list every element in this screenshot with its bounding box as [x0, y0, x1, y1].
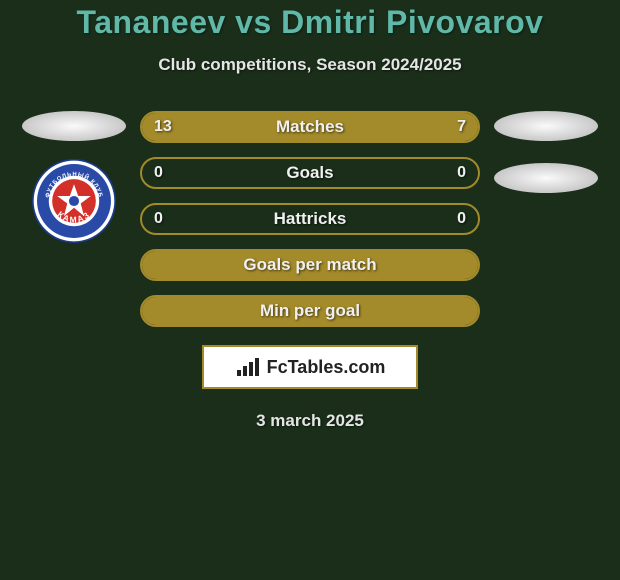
bars-icon [235, 356, 261, 378]
stat-row: 00Hattricks [140, 203, 480, 235]
stat-label: Goals [142, 159, 478, 187]
stat-row: Goals per match [140, 249, 480, 281]
left-column: ФУТБОЛЬНЫЙ КЛУБ КАМАЗ [18, 111, 130, 243]
player-left-placeholder [22, 111, 126, 141]
player-right-placeholder [494, 111, 598, 141]
comparison-card: Tananeev vs Dmitri Pivovarov Club compet… [0, 0, 620, 431]
stat-label: Matches [142, 113, 478, 141]
stat-label: Goals per match [142, 251, 478, 279]
stat-row: Min per goal [140, 295, 480, 327]
brand-box[interactable]: FcTables.com [202, 345, 418, 389]
stat-row: 137Matches [140, 111, 480, 143]
stat-label: Min per goal [142, 297, 478, 325]
date: 3 march 2025 [0, 411, 620, 431]
stat-row: 00Goals [140, 157, 480, 189]
stats-column: 137Matches 00Goals 00Hattricks Goals per ma… [140, 111, 480, 327]
main-area: ФУТБОЛЬНЫЙ КЛУБ КАМАЗ 137Matches 00Goals 0… [0, 111, 620, 327]
brand-text: FcTables.com [267, 357, 386, 378]
right-club-placeholder [494, 163, 598, 193]
page-title: Tananeev vs Dmitri Pivovarov [0, 4, 620, 41]
subtitle: Club competitions, Season 2024/2025 [0, 55, 620, 75]
stat-label: Hattricks [142, 205, 478, 233]
left-club-badge: ФУТБОЛЬНЫЙ КЛУБ КАМАЗ [32, 159, 116, 243]
right-column [490, 111, 602, 193]
